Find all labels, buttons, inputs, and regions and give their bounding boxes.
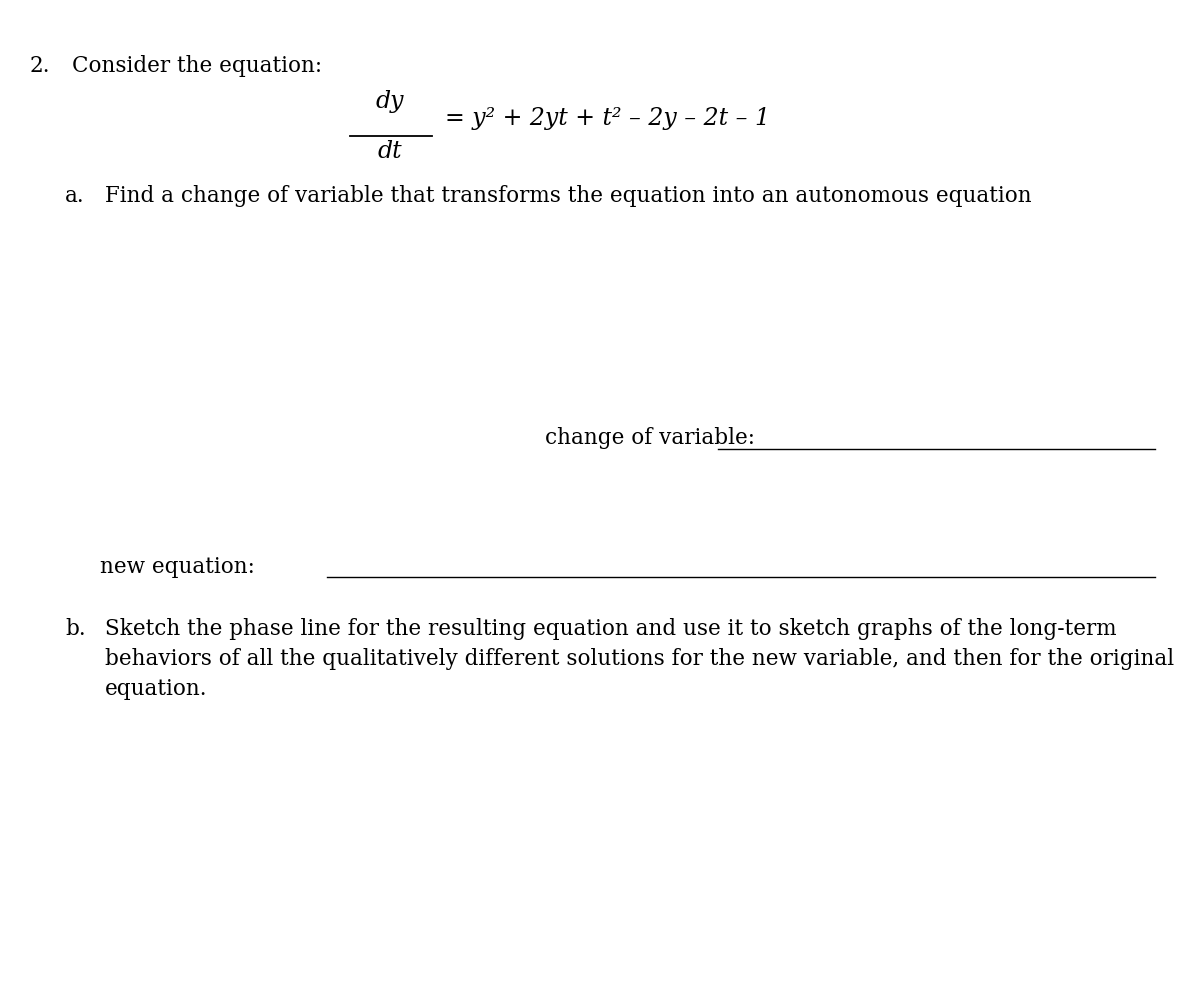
Text: change of variable:: change of variable: bbox=[545, 427, 755, 449]
Text: equation.: equation. bbox=[106, 678, 208, 700]
Text: Sketch the phase line for the resulting equation and use it to sketch graphs of : Sketch the phase line for the resulting … bbox=[106, 618, 1117, 640]
Text: dt: dt bbox=[378, 140, 402, 163]
Text: a.: a. bbox=[65, 185, 85, 207]
Text: = y² + 2yt + t² – 2y – 2t – 1: = y² + 2yt + t² – 2y – 2t – 1 bbox=[445, 107, 770, 130]
Text: new equation:: new equation: bbox=[100, 556, 254, 578]
Text: Find a change of variable that transforms the equation into an autonomous equati: Find a change of variable that transform… bbox=[106, 185, 1032, 207]
Text: behaviors of all the qualitatively different solutions for the new variable, and: behaviors of all the qualitatively diffe… bbox=[106, 648, 1174, 670]
Text: Consider the equation:: Consider the equation: bbox=[72, 55, 322, 77]
Text: b.: b. bbox=[65, 618, 85, 640]
Text: 2.: 2. bbox=[30, 55, 50, 77]
Text: dy: dy bbox=[376, 90, 404, 113]
